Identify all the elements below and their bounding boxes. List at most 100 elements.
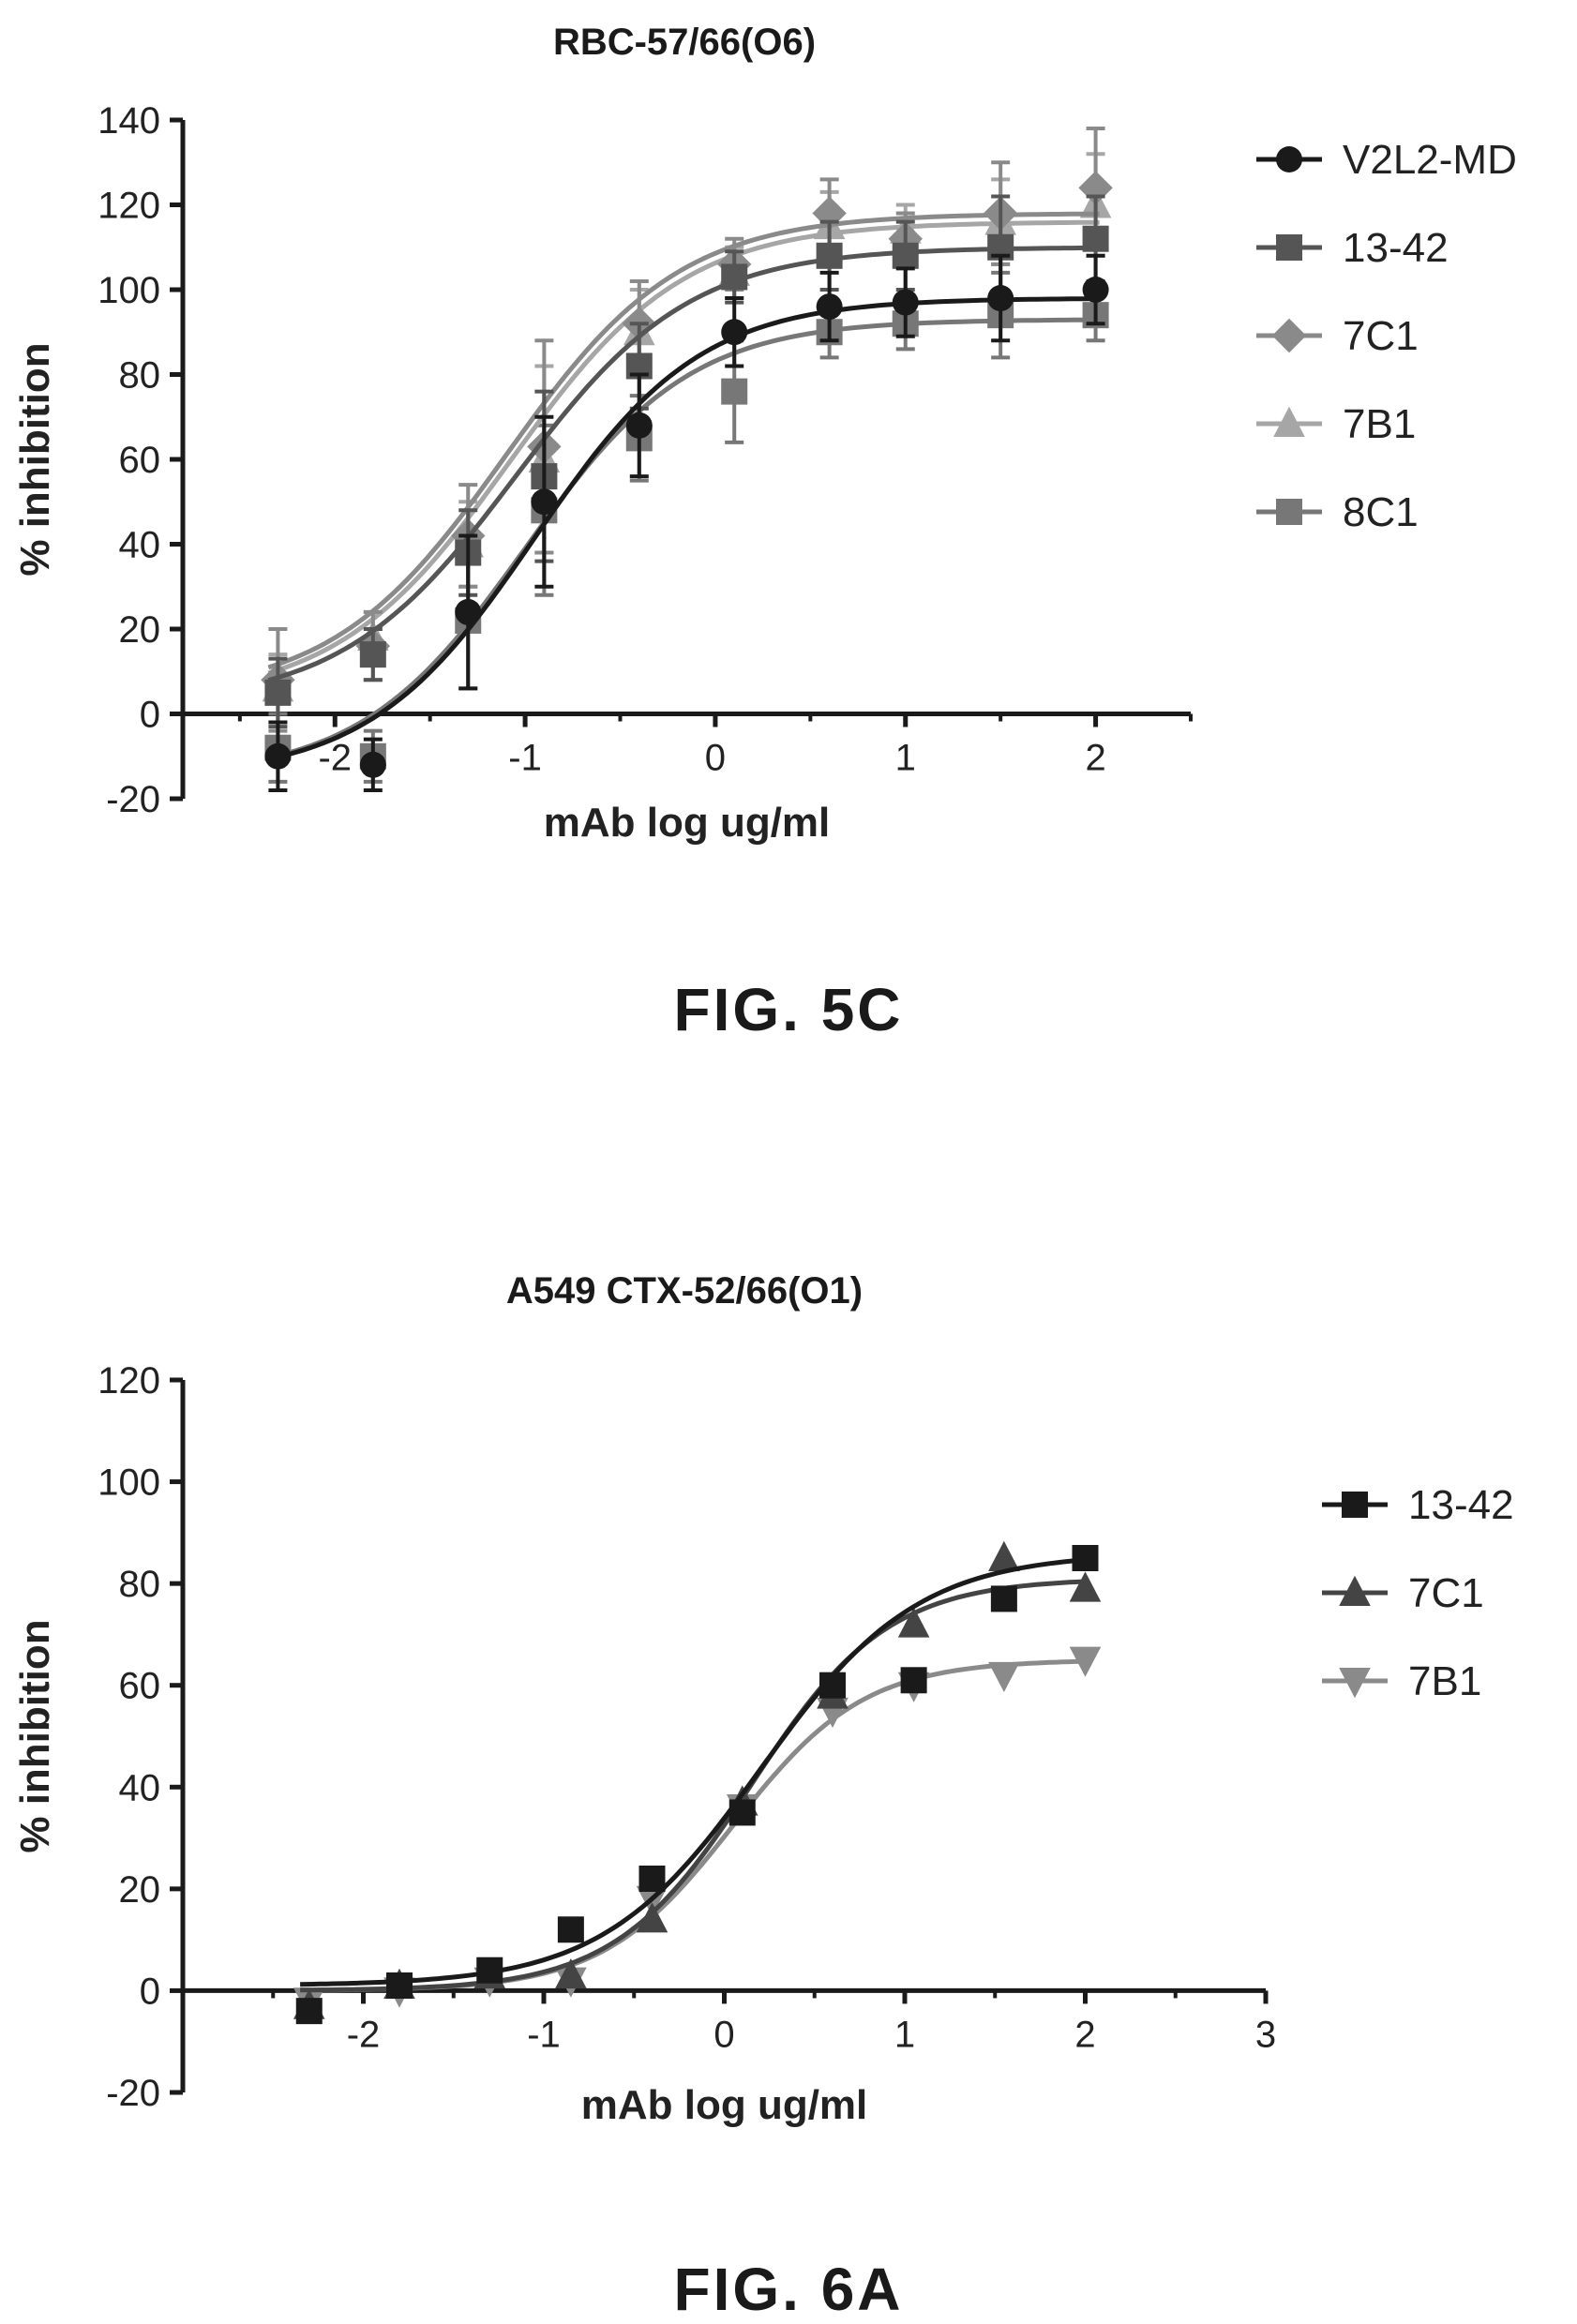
fig6a-legend-label: 7B1 — [1408, 1658, 1481, 1704]
fig5c-data-point — [359, 751, 386, 778]
fig5c-data-point — [455, 598, 482, 625]
fig6a-chart-title: A549 CTX-52/66(O1) — [506, 1270, 863, 1312]
fig6a-data-point — [990, 1585, 1017, 1612]
fig5c-series-7b1 — [262, 152, 1112, 725]
fig6a-data-point — [728, 1799, 756, 1826]
fig5c-data-point — [892, 242, 919, 269]
fig6a-data-point — [1069, 1646, 1102, 1677]
fig6a-y-axis-label: % inhibition — [12, 1619, 58, 1852]
fig6a-legend-marker — [1339, 1575, 1371, 1606]
fig5c-fit-curve — [267, 211, 1100, 670]
fig5c-legend-item: 8C1 — [1256, 489, 1419, 535]
fig5c-data-point — [892, 289, 919, 316]
fig6a-data-point — [476, 1957, 503, 1984]
fig5c-y-tick-label: -20 — [106, 779, 160, 820]
fig5c-legend-item: V2L2-MD — [1256, 137, 1517, 183]
fig6a-fit-curve — [300, 1658, 1089, 1993]
fig5c-data-point — [359, 641, 386, 668]
fig6a-data-point — [1069, 1571, 1102, 1602]
fig6a-y-tick-label: 60 — [119, 1666, 161, 1707]
fig6a-legend-label: 7C1 — [1408, 1570, 1484, 1616]
fig5c-fit-curve — [267, 317, 1100, 760]
fig5c-series-v2l2-md — [264, 253, 1109, 792]
fig6a-x-tick-label: 1 — [894, 2014, 915, 2055]
fig6a-x-tick-label: 0 — [713, 2014, 734, 2055]
fig5c-y-tick-label: 40 — [119, 525, 161, 566]
fig5c-legend-item: 13-42 — [1256, 225, 1449, 271]
fig6a-data-point — [557, 1916, 584, 1943]
fig6a-series-13-42 — [295, 1545, 1099, 2025]
fig5c-x-tick-label: -1 — [508, 738, 542, 779]
fig5c-y-tick-label: 140 — [98, 100, 160, 142]
fig6a-y-tick-label: 40 — [119, 1767, 161, 1808]
figure-caption-5c: FIG. 5C — [673, 976, 904, 1043]
fig5c-chart-title: RBC-57/66(O6) — [553, 22, 816, 63]
fig6a-data-point — [636, 1902, 668, 1933]
fig5c-x-tick-label: 0 — [705, 738, 726, 779]
fig6a-data-point — [988, 1540, 1020, 1571]
fig6a-y-tick-label: 100 — [98, 1462, 160, 1504]
fig6a-data-point — [638, 1866, 666, 1892]
fig6a-x-tick-label: -1 — [527, 2014, 561, 2055]
fig5c-legend-label: 7C1 — [1343, 313, 1419, 359]
fig5c-legend-label: 13-42 — [1343, 225, 1449, 271]
fig6a-data-point — [819, 1672, 846, 1699]
fig6a-y-tick-label: 20 — [119, 1869, 161, 1911]
fig5c-data-point — [1082, 277, 1109, 303]
fig6a-data-point — [386, 1972, 413, 1999]
fig5c-data-point — [531, 488, 558, 516]
fig6a-series-7c1 — [293, 1540, 1102, 2019]
fig5c-y-tick-label: 100 — [98, 270, 160, 311]
fig5c-data-point — [816, 293, 843, 321]
fig5c-y-tick-label: 80 — [119, 355, 161, 397]
fig5c-data-point — [816, 242, 843, 269]
fig5c-series-7c1 — [261, 127, 1113, 733]
fig5c-x-axis-label: mAb log ug/ml — [544, 800, 831, 846]
fig6a-legend-marker — [1342, 1492, 1368, 1518]
fig5c-fit-curve — [267, 219, 1100, 676]
fig5c-legend-marker — [1273, 406, 1305, 437]
figure-caption-6a: FIG. 6A — [673, 2256, 904, 2323]
fig6a-legend-item: 7C1 — [1322, 1570, 1484, 1616]
fig5c-y-tick-label: 0 — [140, 695, 160, 736]
fig6a-x-axis-label: mAb log ug/ml — [581, 2082, 868, 2128]
fig5c-legend-marker — [1271, 318, 1307, 353]
fig5c-y-tick-label: 60 — [119, 440, 161, 481]
fig5c-legend-marker — [1276, 499, 1302, 525]
fig6a-x-tick-label: -2 — [347, 2014, 381, 2055]
fig5c-data-point — [721, 378, 748, 405]
fig5c-legend-label: 7B1 — [1343, 401, 1416, 447]
fig5c-legend-label: 8C1 — [1343, 489, 1419, 535]
fig5c-data-point — [264, 679, 292, 706]
fig5c-data-point — [264, 742, 292, 770]
fig6a-data-point — [988, 1661, 1020, 1693]
fig5c-y-tick-label: 120 — [98, 186, 160, 227]
fig5c-fit-curve — [267, 245, 1100, 683]
fig5c-x-tick-label: 1 — [895, 738, 916, 779]
fig5c-data-point — [1082, 225, 1109, 252]
fig6a-fit-curve — [300, 1557, 1089, 1987]
fig5c-data-point — [721, 319, 748, 346]
fig6a-data-point — [555, 1957, 587, 1989]
fig6a-y-tick-label: -20 — [106, 2073, 160, 2114]
figure-6a-panel: A549 CTX-52/66(O1) -20 0 20 40 60 80 100 120 -2 -1… — [0, 1219, 1577, 2323]
figure-5c-panel: RBC-57/66(O6) -20 0 20 40 60 80 100 120 140 -2 -1 0 1… — [0, 0, 1577, 1106]
fig5c-data-point — [987, 285, 1014, 312]
fig5c-fit-curve — [267, 296, 1100, 762]
fig6a-data-point — [897, 1607, 930, 1638]
fig6a-y-tick-label: 80 — [119, 1564, 161, 1605]
fig6a-x-tick-label: 3 — [1255, 2014, 1276, 2055]
fig6a-legend-label: 13-42 — [1408, 1482, 1514, 1528]
fig6a-legend-item: 13-42 — [1322, 1482, 1514, 1528]
fig5c-legend-label: V2L2-MD — [1343, 137, 1517, 183]
fig5c-x-tick-label: 2 — [1085, 738, 1105, 779]
fig5c-legend-marker — [1276, 234, 1302, 261]
fig5c-data-point — [625, 412, 653, 439]
fig5c-legend-item: 7C1 — [1256, 313, 1419, 359]
fig6a-x-tick-label: 2 — [1074, 2014, 1095, 2055]
fig6a-legend-item: 7B1 — [1322, 1658, 1481, 1704]
fig5c-legend-marker — [1276, 146, 1302, 172]
fig6a-y-tick-label: 0 — [140, 1971, 160, 2012]
